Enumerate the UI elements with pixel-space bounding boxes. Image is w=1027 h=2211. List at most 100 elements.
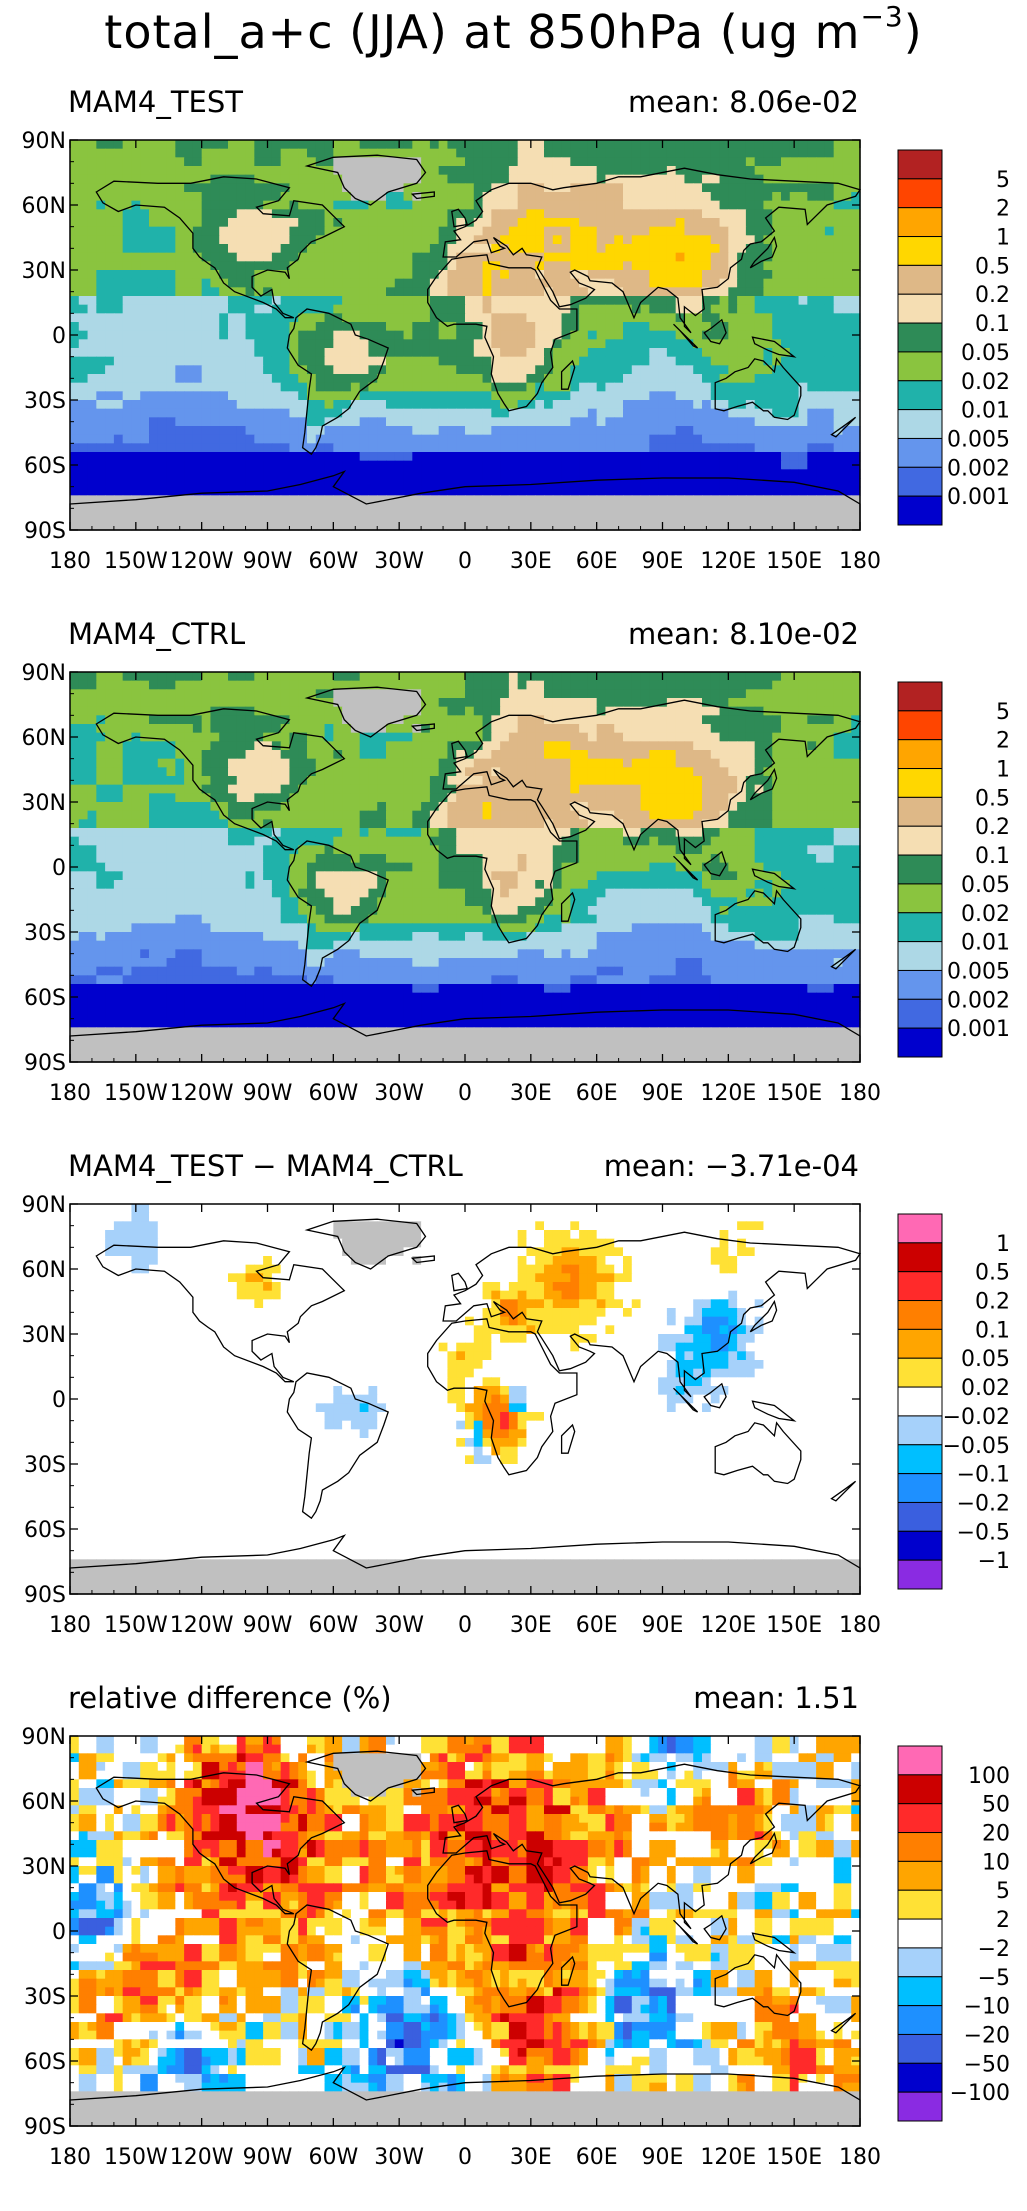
field-cell xyxy=(658,357,667,366)
field-cell xyxy=(412,365,421,374)
field-cell xyxy=(483,435,492,444)
field-cell xyxy=(228,296,237,305)
field-cell xyxy=(175,698,184,707)
field-cell xyxy=(447,357,456,366)
field-cell xyxy=(553,313,562,322)
field-cell xyxy=(641,426,650,435)
field-cell xyxy=(351,270,360,279)
field-cell xyxy=(684,270,693,279)
field-cell xyxy=(404,227,413,236)
field-cell xyxy=(851,391,860,400)
field-cell xyxy=(570,469,579,478)
field-cell xyxy=(614,495,623,504)
field-cell xyxy=(570,253,579,262)
field-cell xyxy=(834,400,843,409)
field-cell xyxy=(667,365,676,374)
field-cell xyxy=(781,305,790,314)
field-cell xyxy=(202,339,211,348)
field-cell xyxy=(597,672,606,681)
field-cell xyxy=(219,244,228,253)
field-cell xyxy=(614,261,623,270)
field-cell xyxy=(439,681,448,690)
field-cell xyxy=(658,253,667,262)
field-cell xyxy=(518,183,527,192)
field-cell xyxy=(272,391,281,400)
field-cell xyxy=(193,149,202,158)
field-cell xyxy=(465,521,474,530)
field-cell xyxy=(228,478,237,487)
field-cell xyxy=(88,253,97,262)
field-cell xyxy=(509,322,518,331)
field-cell xyxy=(430,469,439,478)
field-cell xyxy=(79,391,88,400)
field-cell xyxy=(289,374,298,383)
field-cell xyxy=(439,672,448,681)
field-cell xyxy=(807,357,816,366)
field-cell xyxy=(842,175,851,184)
field-cell xyxy=(632,443,641,452)
field-cell xyxy=(193,235,202,244)
field-cell xyxy=(456,175,465,184)
field-cell xyxy=(368,192,377,201)
field-cell xyxy=(70,426,79,435)
field-cell xyxy=(570,192,579,201)
field-cell xyxy=(605,192,614,201)
field-cell xyxy=(351,741,360,750)
field-cell xyxy=(395,689,404,698)
field-cell xyxy=(737,689,746,698)
field-cell xyxy=(605,374,614,383)
field-cell xyxy=(351,357,360,366)
field-cell xyxy=(114,183,123,192)
field-cell xyxy=(404,452,413,461)
field-cell xyxy=(518,357,527,366)
field-cell xyxy=(386,461,395,470)
field-cell xyxy=(263,331,272,340)
field-cell xyxy=(289,365,298,374)
field-cell xyxy=(474,521,483,530)
field-cell xyxy=(360,478,369,487)
field-cell xyxy=(368,270,377,279)
field-cell xyxy=(579,235,588,244)
field-cell xyxy=(421,426,430,435)
field-cell xyxy=(202,140,211,149)
field-cell xyxy=(368,313,377,322)
field-cell xyxy=(614,270,623,279)
field-cell xyxy=(605,391,614,400)
field-cell xyxy=(658,478,667,487)
field-cell xyxy=(140,478,149,487)
field-cell xyxy=(316,487,325,496)
field-cell xyxy=(816,469,825,478)
field-cell xyxy=(842,305,851,314)
field-cell xyxy=(500,253,509,262)
field-cell xyxy=(781,400,790,409)
field-cell xyxy=(711,218,720,227)
field-cell xyxy=(219,183,228,192)
field-cell xyxy=(298,235,307,244)
field-cell xyxy=(131,227,140,236)
field-cell xyxy=(254,209,263,218)
field-cell xyxy=(772,698,781,707)
field-cell xyxy=(263,478,272,487)
field-cell xyxy=(597,741,606,750)
field-cell xyxy=(289,461,298,470)
field-cell xyxy=(210,339,219,348)
field-cell xyxy=(737,227,746,236)
field-cell xyxy=(298,157,307,166)
field-cell xyxy=(544,261,553,270)
field-cell xyxy=(281,400,290,409)
field-cell xyxy=(114,261,123,270)
field-cell xyxy=(588,504,597,513)
field-cell xyxy=(720,157,729,166)
y-tick-label: 0 xyxy=(52,324,66,349)
field-cell xyxy=(404,365,413,374)
field-cell xyxy=(316,218,325,227)
field-cell xyxy=(553,365,562,374)
field-cell xyxy=(96,209,105,218)
field-cell xyxy=(140,313,149,322)
field-cell xyxy=(175,374,184,383)
field-cell xyxy=(202,313,211,322)
field-cell xyxy=(746,698,755,707)
field-cell xyxy=(825,270,834,279)
field-cell xyxy=(316,149,325,158)
field-cell xyxy=(737,495,746,504)
